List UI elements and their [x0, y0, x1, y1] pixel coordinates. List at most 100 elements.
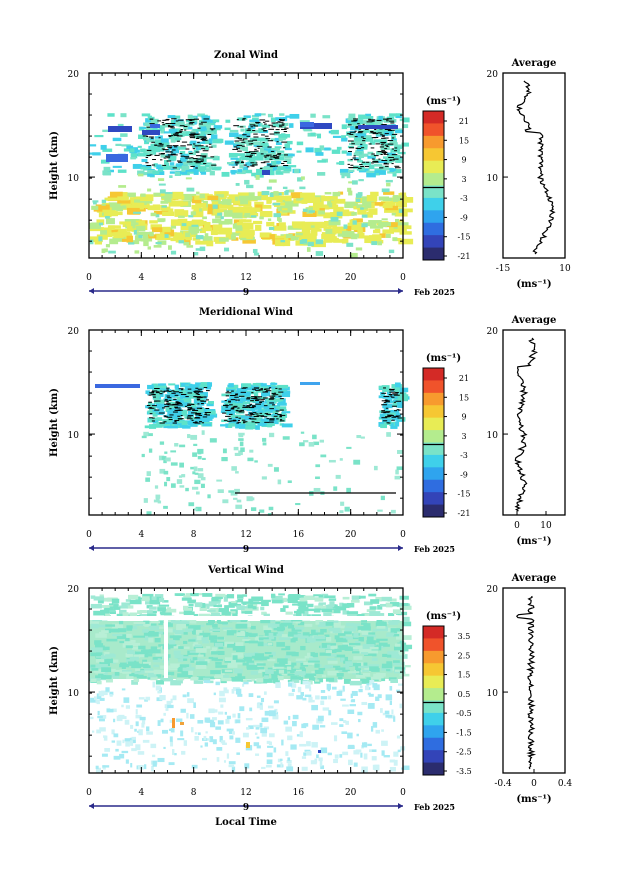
- heat-cell: [269, 133, 275, 135]
- heat-cell: [350, 693, 353, 699]
- heat-cell: [255, 398, 262, 400]
- heat-cell: [254, 148, 257, 150]
- heat-cell: [172, 133, 179, 135]
- heat-cell: [253, 603, 258, 607]
- heat-cell: [373, 158, 380, 162]
- heat-cell: [170, 450, 177, 453]
- heat-cell: [153, 400, 157, 402]
- heat-cell: [184, 129, 187, 131]
- heat-cell: [91, 668, 99, 671]
- profile-frame: [502, 329, 566, 516]
- heat-cell: [162, 419, 170, 423]
- heat-cell: [327, 620, 339, 623]
- heat-cell: [102, 148, 113, 152]
- colorbar-tick-label: -3.5: [456, 767, 471, 776]
- heat-cell: [391, 212, 396, 216]
- heat-cell: [370, 599, 380, 604]
- heat-cell: [395, 421, 400, 427]
- heat-cell: [174, 146, 178, 148]
- heat-cell: [113, 232, 124, 239]
- heat-cell: [170, 150, 177, 155]
- heat-cell: [173, 635, 180, 641]
- heat-cell: [103, 670, 108, 675]
- heat-cell: [363, 129, 370, 133]
- heat-cell: [211, 164, 217, 166]
- heat-cell: [140, 166, 146, 170]
- heat-cell: [241, 419, 246, 421]
- heat-cell: [358, 689, 363, 693]
- heat-cell: [241, 155, 248, 161]
- heat-cell: [287, 598, 298, 604]
- heat-cell: [212, 739, 217, 745]
- heat-cell: [275, 132, 280, 134]
- heat-cell: [177, 132, 186, 135]
- heat-cell: [401, 665, 411, 668]
- colorbar-swatch: [423, 467, 444, 481]
- heat-cell: [225, 401, 231, 405]
- heat-cell: [261, 717, 269, 723]
- heat-cell: [175, 131, 182, 133]
- heat-cell: [202, 416, 208, 418]
- heat-cell: [215, 194, 224, 198]
- heat-cell: [167, 410, 177, 416]
- heat-cell: [366, 194, 378, 202]
- heat-cell: [160, 159, 163, 161]
- heat-cell: [146, 136, 149, 138]
- heat-cell: [246, 135, 251, 137]
- heat-cell: [192, 409, 199, 411]
- heat-cell: [361, 766, 368, 773]
- heat-cell: [260, 153, 264, 155]
- heat-cell: [149, 220, 158, 224]
- heat-cell: [255, 666, 265, 670]
- heat-cell: [388, 156, 394, 158]
- heat-cell: [333, 486, 338, 491]
- heat-cell: [145, 118, 152, 123]
- x-axis-label: Local Time: [215, 817, 277, 828]
- heat-cell: [317, 624, 329, 627]
- heat-cell: [381, 667, 388, 671]
- heat-cell: [243, 206, 253, 212]
- heat-cell: [208, 708, 215, 714]
- heat-cell: [133, 621, 146, 624]
- heat-cell: [264, 710, 270, 716]
- heat-cell: [348, 113, 356, 119]
- heat-cell: [204, 412, 208, 414]
- heat-cell: [274, 708, 278, 714]
- heat-cell: [175, 403, 179, 405]
- colorbar-swatch: [423, 111, 444, 124]
- colorbar-swatch: [423, 247, 444, 261]
- heat-cell: [278, 153, 285, 157]
- heat-cell: [228, 402, 233, 406]
- heat-cell: [397, 409, 401, 411]
- heat-cell: [133, 202, 144, 210]
- heat-cell: [315, 619, 324, 625]
- heat-cell: [257, 147, 260, 149]
- heat-cell: [155, 125, 166, 128]
- heat-cell: [225, 233, 231, 240]
- heat-cell: [221, 611, 227, 616]
- heat-cell: [266, 186, 272, 190]
- heat-cell: [267, 113, 273, 118]
- heat-cell: [159, 695, 166, 701]
- heat-cell: [188, 674, 193, 679]
- heat-cell: [346, 242, 354, 247]
- heat-cell: [379, 139, 388, 145]
- colorbar-unit: (ms⁻¹): [426, 96, 461, 107]
- heat-cell: [250, 507, 257, 512]
- heat-cell: [213, 692, 216, 696]
- heat-cell: [181, 750, 186, 755]
- heat-cell: [164, 193, 173, 199]
- heat-cell: [277, 207, 283, 212]
- heat-cell: [205, 738, 211, 741]
- heat-cell: [210, 670, 221, 675]
- heat-cell: [348, 759, 353, 766]
- heat-cell: [263, 155, 270, 157]
- heat-cell: [304, 623, 313, 627]
- heat-cell: [302, 208, 308, 212]
- heat-cell: [351, 595, 359, 600]
- heat-cell: [151, 621, 161, 624]
- heat-cell: [228, 196, 242, 201]
- heat-cell: [246, 660, 255, 665]
- heat-cell: [239, 164, 244, 169]
- heat-cell: [208, 146, 213, 148]
